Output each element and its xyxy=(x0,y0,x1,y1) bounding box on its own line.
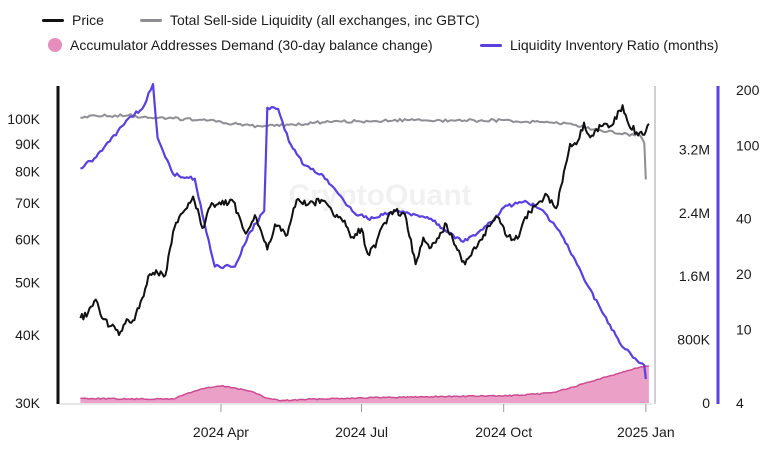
price-tick-label: 30K xyxy=(15,395,41,411)
ratio-tick-label: 20 xyxy=(736,266,752,282)
liquidity-tick-label: 3.2M xyxy=(679,141,710,157)
liquidity-tick-label: 0 xyxy=(702,395,710,411)
legend-label-ratio: Liquidity Inventory Ratio (months) xyxy=(510,37,719,53)
legend-swatch-accumulator xyxy=(48,38,62,52)
watermark: CryptoQuant xyxy=(288,179,471,212)
price-tick-label: 100K xyxy=(7,111,40,127)
legend-swatch-price xyxy=(42,18,64,22)
liquidity-tick-label: 1.6M xyxy=(679,268,710,284)
ratio-tick-label: 40 xyxy=(736,211,752,227)
price-tick-label: 90K xyxy=(15,136,41,152)
x-tick-label: 2024 Apr xyxy=(193,424,249,440)
x-tick-label: 2024 Oct xyxy=(475,424,532,440)
price-tick-label: 50K xyxy=(15,274,41,290)
legend-item-accumulator[interactable]: Accumulator Addresses Demand (30-day bal… xyxy=(48,37,433,53)
ratio-tick-label: 4 xyxy=(736,395,744,411)
price-tick-label: 70K xyxy=(15,195,41,211)
ratio-tick-label: 200 xyxy=(736,82,760,98)
liquidity-tick-label: 2.4M xyxy=(679,205,710,221)
legend-item-ratio[interactable]: Liquidity Inventory Ratio (months) xyxy=(480,37,719,53)
legend-label-total-liquidity: Total Sell-side Liquidity (all exchanges… xyxy=(170,12,480,28)
legend-label-price: Price xyxy=(72,12,104,28)
series-total-liquidity-line xyxy=(80,112,647,180)
ratio-tick-label: 10 xyxy=(736,322,752,338)
price-tick-label: 80K xyxy=(15,164,41,180)
series-ratio-line xyxy=(80,83,647,380)
series-accumulator-line xyxy=(80,365,650,402)
x-tick-label: 2025 Jan xyxy=(617,424,675,440)
x-tick-label: 2024 Jul xyxy=(335,424,388,440)
legend-swatch-ratio xyxy=(480,43,502,47)
legend-item-total-liquidity[interactable]: Total Sell-side Liquidity (all exchanges… xyxy=(140,12,480,28)
legend-item-price[interactable]: Price xyxy=(42,12,104,28)
liquidity-tick-label: 800K xyxy=(677,332,710,348)
legend: Price Total Sell-side Liquidity (all exc… xyxy=(0,0,770,60)
price-tick-label: 60K xyxy=(15,231,41,247)
price-tick-label: 40K xyxy=(15,327,41,343)
legend-swatch-total-liquidity xyxy=(140,18,162,22)
ratio-tick-label: 100 xyxy=(736,137,760,153)
series-price-line xyxy=(79,104,650,337)
series-accumulator-area xyxy=(80,365,649,403)
legend-label-accumulator: Accumulator Addresses Demand (30-day bal… xyxy=(70,37,433,53)
